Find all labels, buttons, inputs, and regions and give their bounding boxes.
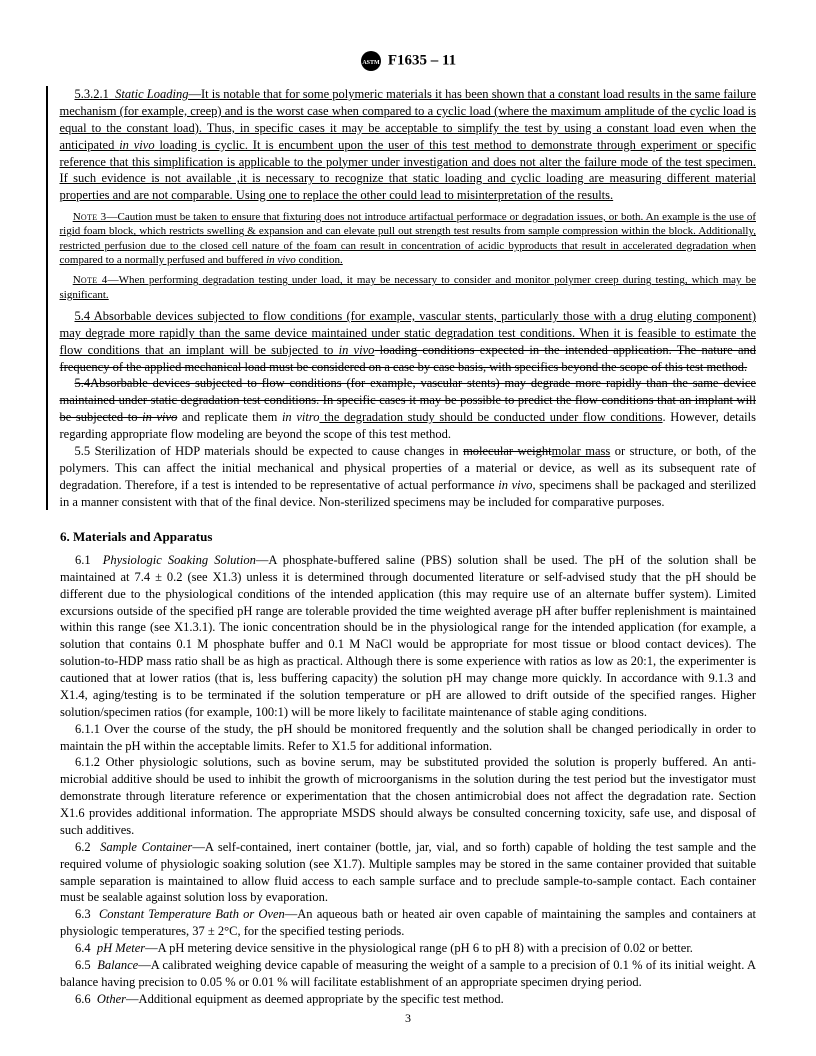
note-3: Note 3—Caution must be taken to ensure t… [60, 210, 757, 267]
oldnum-54: 5.4 [75, 376, 91, 390]
title-61: Physiologic Soaking Solution [103, 553, 256, 567]
para-65: 6.5 Balance—A calibrated weighing device… [60, 957, 756, 991]
note4-text: —When performing degradation testing und… [60, 274, 757, 300]
iv54c: in vitro [282, 410, 320, 424]
para-5321: 5.3.2.1 Static Loading—It is notable tha… [60, 86, 757, 204]
title-65: Balance [97, 958, 138, 972]
section-6-title: 6. Materials and Apparatus [60, 528, 756, 546]
note3-text1: —Caution must be taken to ensure that fi… [60, 211, 757, 266]
note3-label: Note 3 [73, 211, 107, 223]
text-66: —Additional equipment as deemed appropri… [126, 992, 504, 1006]
under54: the degradation study should be conducte… [319, 410, 662, 424]
para-66: 6.6 Other—Additional equipment as deemed… [60, 991, 756, 1008]
note3-text2: condition. [296, 254, 343, 266]
note-4: Note 4—When performing degradation testi… [60, 273, 757, 302]
para-612: 6.1.2 Other physiologic solutions, such … [60, 754, 756, 838]
num-61: 6.1 [75, 553, 91, 567]
para-54-old: 5.4Absorbable devices subjected to flow … [60, 375, 757, 443]
t55a: Sterilization of HDP materials should be… [90, 444, 463, 458]
para-64: 6.4 pH Meter—A pH metering device sensit… [60, 940, 756, 957]
doc-designation: F1635 – 11 [388, 52, 456, 68]
num-65: 6.5 [75, 958, 91, 972]
para-61: 6.1 Physiologic Soaking Solution—A phosp… [60, 552, 756, 721]
rev-bar-5321: 5.3.2.1 Static Loading—It is notable tha… [46, 86, 756, 510]
strike55: molecular weight [463, 444, 552, 458]
num-62: 6.2 [75, 840, 91, 854]
text-64: —A pH metering device sensitive in the p… [145, 941, 693, 955]
page-header: ASTM F1635 – 11 [60, 50, 756, 72]
para-55: 5.5 Sterilization of HDP materials shoul… [60, 443, 757, 511]
title-64: pH Meter [97, 941, 145, 955]
num-63: 6.3 [75, 907, 91, 921]
title-63: Constant Temperature Bath or Oven [99, 907, 285, 921]
title-62: Sample Container [100, 840, 192, 854]
note4-label: Note 4 [73, 274, 108, 286]
page-number: 3 [0, 1010, 816, 1026]
num-55: 5.5 [75, 444, 91, 458]
ivivo-5321: in vivo [119, 138, 154, 152]
title-5321: Static Loading [115, 87, 188, 101]
para-62: 6.2 Sample Container—A self-contained, i… [60, 839, 756, 907]
text-611: Over the course of the study, the pH sho… [60, 722, 756, 753]
iv55: in vivo [498, 478, 532, 492]
text-612: Other physiologic solutions, such as bov… [60, 755, 756, 837]
para-63: 6.3 Constant Temperature Bath or Oven—An… [60, 906, 756, 940]
text-5321b: loading is cyclic. It is encumbent upon … [60, 138, 757, 203]
mid54: and replicate them [177, 410, 282, 424]
num-64: 6.4 [75, 941, 91, 955]
title-66: Other [97, 992, 126, 1006]
iv54a: in vivo [339, 343, 375, 357]
note3-ivivo: in vivo [266, 254, 296, 266]
text-61: —A phosphate-buffered saline (PBS) solut… [60, 553, 756, 719]
astm-logo-icon: ASTM [360, 50, 382, 72]
para-611: 6.1.1 Over the course of the study, the … [60, 721, 756, 755]
iv54b: in vivo [142, 410, 177, 424]
num-611: 6.1.1 [75, 722, 100, 736]
num-54: 5.4 [75, 309, 91, 323]
num-66: 6.6 [75, 992, 91, 1006]
num-612: 6.1.2 [75, 755, 100, 769]
para-54: 5.4 Absorbable devices subjected to flow… [60, 308, 757, 376]
num-5321: 5.3.2.1 [75, 87, 109, 101]
svg-text:ASTM: ASTM [362, 60, 380, 66]
text-65: —A calibrated weighing device capable of… [60, 958, 756, 989]
ins55: molar mass [552, 444, 611, 458]
